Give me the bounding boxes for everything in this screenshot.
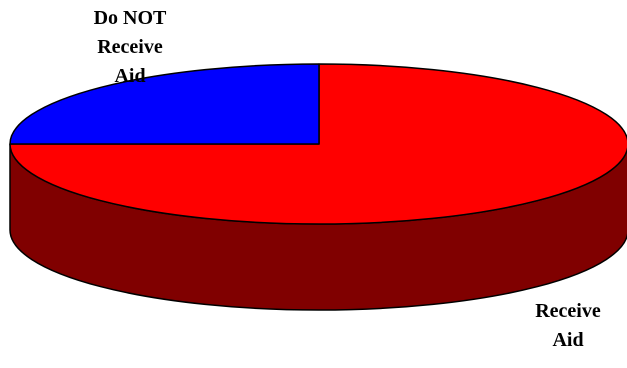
slice-label-receive-aid: Receive Aid xyxy=(510,297,626,355)
slice-label-line: Receive xyxy=(535,300,601,322)
slice-label-line: Aid xyxy=(114,65,146,87)
pie-slice xyxy=(9,63,627,225)
pie-top-group xyxy=(9,63,627,225)
slice-label-line: Do NOT xyxy=(93,7,167,29)
pie-slice xyxy=(9,63,320,145)
slice-label-line: Receive xyxy=(97,36,163,58)
slice-label-do-not-receive-aid: Do NOT Receive Aid xyxy=(60,4,200,91)
slice-label-line: Aid xyxy=(552,329,584,351)
